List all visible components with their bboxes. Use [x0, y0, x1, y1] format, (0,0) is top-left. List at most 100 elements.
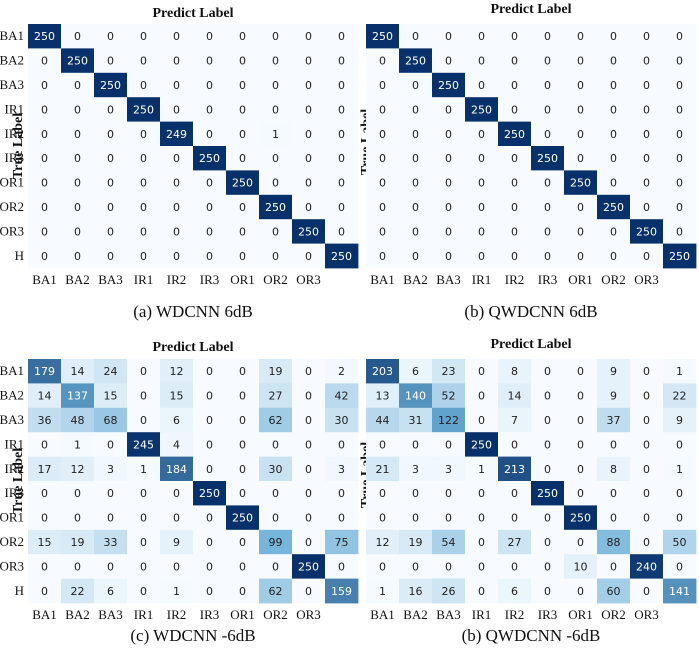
cell-value-label: 0	[74, 487, 81, 500]
cell-value-label: 0	[305, 536, 312, 549]
heatmap-cell	[127, 170, 161, 196]
cell-value-label: 15	[170, 390, 184, 403]
heatmap-cell	[597, 121, 631, 147]
heatmap-cell	[597, 194, 631, 220]
heatmap-cell	[597, 146, 631, 171]
cell-value-label: 0	[41, 512, 48, 525]
cell-value-label: 0	[74, 103, 81, 116]
cell-value-label: 0	[107, 177, 114, 190]
heatmap-cell	[259, 456, 293, 482]
cell-value-label: 0	[544, 512, 551, 525]
cell-value-label: 7	[511, 414, 518, 427]
heatmap-cell	[94, 24, 128, 49]
heatmap-cell	[432, 243, 466, 269]
col-tick-label: IR2	[505, 607, 525, 622]
cell-value-label: 0	[544, 390, 551, 403]
cell-value-label: 0	[544, 225, 551, 238]
heatmap-cell	[28, 24, 62, 49]
heatmap-cell	[127, 48, 161, 74]
cell-value-label: 0	[41, 152, 48, 165]
cell-value-label: 0	[338, 201, 345, 214]
cell-value-label: 0	[239, 487, 246, 500]
cell-value-label: 0	[305, 438, 312, 451]
heatmap-cell	[432, 121, 466, 147]
heatmap-cell	[498, 146, 532, 171]
heatmap-cell	[28, 48, 62, 74]
cell-value-label: 0	[577, 103, 584, 116]
heatmap-cell	[399, 456, 433, 482]
row-tick-label: OR3	[0, 558, 24, 573]
heatmap-cell	[465, 48, 499, 74]
cell-value-label: 0	[107, 250, 114, 263]
heatmap-cell	[325, 456, 359, 482]
cell-value-label: 19	[269, 365, 283, 378]
cell-value-label: 0	[239, 103, 246, 116]
cell-value-label: 0	[379, 250, 386, 263]
heatmap-cell	[94, 432, 128, 457]
row-tick-label: H	[15, 248, 24, 263]
heatmap-cell	[226, 359, 260, 384]
cell-value-label: 0	[338, 55, 345, 68]
row-tick-label: BA1	[0, 28, 24, 43]
heatmap-cell	[399, 146, 433, 171]
cell-value-label: 140	[405, 390, 426, 403]
cell-value-label: 0	[206, 365, 213, 378]
heatmap-cell	[160, 407, 194, 433]
y-axis-label: True Label	[11, 113, 26, 179]
heatmap-cell	[432, 194, 466, 220]
heatmap-cell	[399, 72, 433, 98]
heatmap-cell	[432, 554, 466, 579]
heatmap-cell	[465, 146, 499, 171]
cell-value-label: 0	[610, 79, 617, 92]
heatmap-cell	[226, 243, 260, 269]
cell-value-label: 0	[544, 30, 551, 43]
cell-value-label: 0	[511, 152, 518, 165]
heatmap-cell	[399, 383, 433, 409]
row-tick-label: BA2	[0, 53, 24, 68]
row-tick-label: IR3	[5, 150, 25, 165]
heatmap-cell	[366, 505, 400, 531]
heatmap-cell	[28, 578, 62, 604]
heatmap-cell	[226, 194, 260, 220]
cell-value-label: 0	[511, 512, 518, 525]
cell-value-label: 0	[379, 201, 386, 214]
cell-value-label: 213	[504, 463, 525, 476]
cell-value-label: 2	[338, 365, 345, 378]
cell-value-label: 1	[676, 463, 683, 476]
heatmap-cell	[127, 121, 161, 147]
cell-value-label: 0	[676, 103, 683, 116]
cell-value-label: 6	[107, 585, 114, 598]
cell-value-label: 0	[610, 512, 617, 525]
cell-value-label: 0	[41, 487, 48, 500]
heatmap-cell	[127, 146, 161, 171]
cell-value-label: 0	[239, 30, 246, 43]
col-tick-label: IR3	[538, 272, 558, 287]
heatmap-cell	[498, 432, 532, 457]
heatmap-cell	[498, 359, 532, 384]
cell-value-label: 0	[140, 30, 147, 43]
cell-value-label: 0	[478, 487, 485, 500]
heatmap-cell	[325, 219, 359, 244]
heatmap-cell	[465, 219, 499, 244]
cell-value-label: 0	[305, 512, 312, 525]
heatmap-cell	[193, 243, 227, 269]
heatmap-cell	[465, 121, 499, 147]
heatmap-cell	[61, 383, 95, 409]
heatmap-cell	[432, 146, 466, 171]
heatmap-cell	[28, 359, 62, 384]
heatmap-cell	[259, 48, 293, 74]
heatmap-cell	[531, 146, 565, 171]
heatmap-cell	[498, 194, 532, 220]
cell-value-label: 0	[206, 79, 213, 92]
cell-value-label: 9	[173, 536, 180, 549]
cell-value-label: 0	[41, 438, 48, 451]
heatmap-cell	[531, 456, 565, 482]
heatmap-cell	[292, 97, 326, 122]
heatmap-cell	[94, 72, 128, 98]
cell-value-label: 0	[544, 128, 551, 141]
heatmap-cell	[531, 554, 565, 579]
cell-value-label: 0	[511, 438, 518, 451]
cell-value-label: 0	[412, 103, 419, 116]
heatmap-cell	[366, 170, 400, 196]
cell-value-label: 0	[643, 128, 650, 141]
